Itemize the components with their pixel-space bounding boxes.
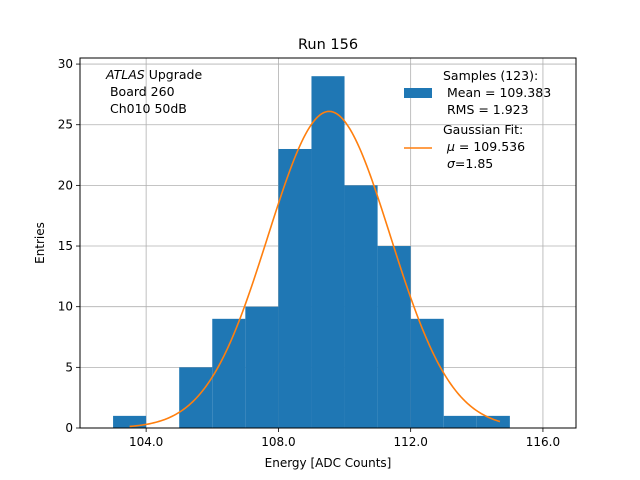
y-axis-label: Entries: [33, 222, 47, 264]
x-axis-ticks: 104.0 108.0 112.0 116.0: [129, 428, 560, 449]
y-tick-label: 10: [58, 300, 73, 314]
svg-text:σ=1.85: σ=1.85: [443, 156, 493, 171]
y-tick-label: 25: [58, 118, 73, 132]
histogram-bar: [344, 185, 378, 428]
y-tick-label: 30: [58, 57, 73, 71]
x-tick-label: 104.0: [129, 435, 163, 449]
histogram-bar: [245, 306, 279, 428]
channel-label: Ch010 50dB: [106, 101, 187, 116]
y-axis-ticks: 0 5 10 15 20 25 30: [58, 57, 80, 435]
legend-fit-sigma-value: =1.85: [455, 156, 493, 171]
x-tick-label: 116.0: [526, 435, 560, 449]
upgrade-label: Upgrade: [145, 67, 203, 82]
board-label: Board 260: [106, 84, 175, 99]
legend-samples-rms: RMS = 1.923: [443, 102, 529, 117]
chart-title: Run 156: [298, 37, 358, 53]
legend: Samples (123): Mean = 109.383 RMS = 1.92…: [404, 68, 551, 171]
atlas-annotation: ATLAS Upgrade Board 260 Ch010 50dB: [105, 67, 202, 116]
histogram-bar: [410, 318, 444, 428]
y-tick-label: 15: [58, 239, 73, 253]
legend-fit-mu-symbol: μ: [446, 139, 455, 154]
legend-fit-label: Gaussian Fit:: [443, 122, 523, 137]
legend-fit-mu-value: = 109.536: [455, 139, 525, 154]
histogram-bar: [212, 318, 246, 428]
gaussian-fit: [129, 110, 501, 428]
y-tick-label: 0: [65, 421, 73, 435]
plot-frame: [79, 57, 577, 429]
histogram-bar: [311, 76, 345, 429]
y-tick-label: 20: [58, 178, 73, 192]
legend-samples-label: Samples (123):: [443, 68, 538, 83]
legend-samples-mean: Mean = 109.383: [443, 85, 551, 100]
svg-text:μ = 109.536: μ = 109.536: [443, 139, 525, 154]
histogram-bar: [443, 415, 477, 428]
svg-text:ATLAS Upgrade: ATLAS Upgrade: [105, 67, 202, 82]
x-tick-label: 112.0: [393, 435, 427, 449]
histogram-bar: [377, 246, 411, 428]
legend-fit-sigma-symbol: σ: [447, 156, 456, 171]
gaussian-fit-line: [129, 110, 501, 428]
legend-samples-swatch: [404, 88, 432, 98]
atlas-label: ATLAS: [105, 67, 145, 82]
histogram-bar: [476, 415, 510, 428]
x-axis-label: Energy [ADC Counts]: [265, 456, 392, 470]
y-tick-label: 5: [65, 360, 73, 374]
histogram-bar: [278, 148, 312, 428]
x-tick-label: 108.0: [261, 435, 295, 449]
